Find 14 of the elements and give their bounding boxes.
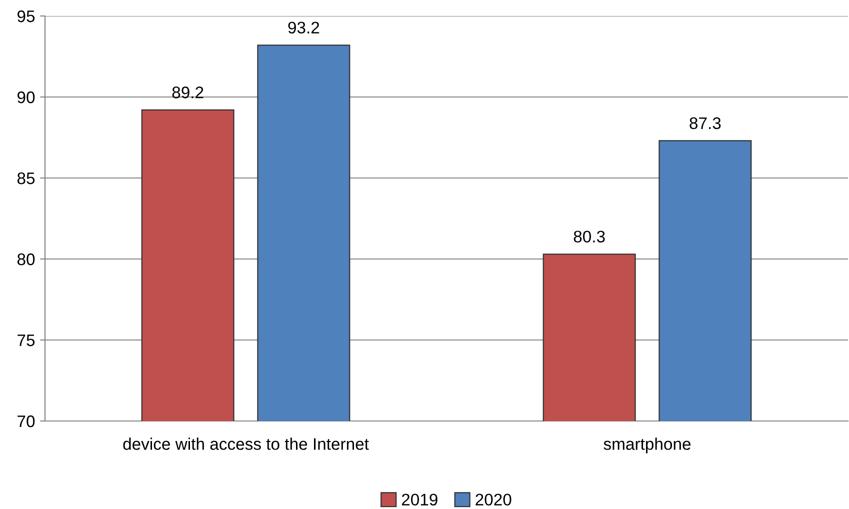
y-tick-label: 85 (17, 172, 35, 184)
legend-label: 2020 (476, 494, 512, 506)
y-tick-label: 80 (17, 253, 35, 266)
x-tick-label: smartphone (604, 438, 691, 454)
legend-label: 2019 (402, 494, 438, 506)
data-label: 80.3 (574, 230, 605, 243)
y-tick-label: 90 (18, 91, 35, 104)
data-label: 93.2 (288, 22, 320, 34)
y-tick-label: 70 (18, 415, 35, 428)
y-tick-label: 75 (18, 334, 35, 346)
x-tick-label: device with access to the Internet (123, 438, 369, 450)
data-label: 87.3 (690, 117, 721, 130)
data-label: 89.2 (172, 86, 204, 98)
y-tick-label: 95 (18, 10, 35, 22)
